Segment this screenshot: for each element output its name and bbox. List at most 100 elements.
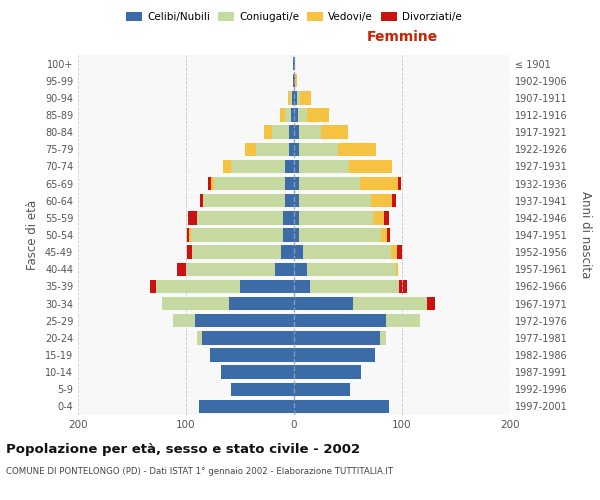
Bar [294,57,295,70]
Bar [173,314,194,328]
Bar [286,108,291,122]
Bar [294,211,299,224]
Bar [294,108,298,122]
Bar [287,91,290,104]
Bar [299,211,373,224]
Bar [294,314,386,328]
Bar [245,142,256,156]
Bar [338,142,376,156]
Bar [156,280,240,293]
Bar [299,228,382,241]
Bar [283,211,294,224]
Bar [290,91,292,104]
Bar [294,246,302,259]
Bar [294,194,299,207]
Bar [291,108,294,122]
Bar [275,262,294,276]
Bar [294,74,295,88]
Bar [178,262,186,276]
Bar [283,228,294,241]
Text: COMUNE DI PONTELONGO (PD) - Dati ISTAT 1° gennaio 2002 - Elaborazione TUTTITALIA: COMUNE DI PONTELONGO (PD) - Dati ISTAT 1… [6,468,393,476]
Y-axis label: Anni di nascita: Anni di nascita [579,192,592,278]
Bar [151,280,156,293]
Legend: Celibi/Nubili, Coniugati/e, Vedovi/e, Divorziati/e: Celibi/Nubili, Coniugati/e, Vedovi/e, Di… [122,8,466,26]
Bar [294,348,375,362]
Bar [294,177,299,190]
Bar [289,142,294,156]
Bar [380,331,386,344]
Bar [294,91,297,104]
Bar [232,382,294,396]
Bar [371,194,392,207]
Bar [294,400,389,413]
Bar [294,160,299,173]
Bar [187,246,193,259]
Bar [297,91,301,104]
Bar [256,142,289,156]
Bar [299,177,360,190]
Bar [211,177,214,190]
Bar [353,297,427,310]
Bar [162,297,229,310]
Bar [398,177,401,190]
Bar [223,160,232,173]
Bar [281,246,294,259]
Bar [391,246,397,259]
Bar [229,297,294,310]
Bar [294,280,310,293]
Bar [191,228,283,241]
Bar [397,246,402,259]
Bar [299,142,338,156]
Bar [360,177,398,190]
Bar [298,108,307,122]
Bar [294,142,299,156]
Bar [210,348,294,362]
Text: Femmine: Femmine [367,30,437,44]
Bar [302,246,391,259]
Bar [294,297,353,310]
Bar [427,297,436,310]
Bar [186,262,275,276]
Bar [197,211,283,224]
Bar [386,314,421,328]
Bar [240,280,294,293]
Bar [280,108,286,122]
Bar [299,126,321,139]
Bar [294,331,380,344]
Bar [293,57,294,70]
Bar [392,194,395,207]
Bar [383,211,389,224]
Bar [214,177,286,190]
Bar [289,126,294,139]
Bar [187,228,189,241]
Bar [294,228,299,241]
Bar [286,177,294,190]
Bar [294,366,361,379]
Bar [382,228,387,241]
Bar [294,382,350,396]
Bar [200,194,203,207]
Bar [203,194,286,207]
Bar [387,228,390,241]
Bar [307,262,395,276]
Bar [272,126,289,139]
Bar [286,194,294,207]
Bar [310,280,399,293]
Bar [292,91,294,104]
Bar [189,228,191,241]
Bar [321,126,348,139]
Bar [373,211,383,224]
Bar [221,366,294,379]
Bar [197,331,202,344]
Bar [294,126,299,139]
Bar [299,160,349,173]
Bar [193,246,281,259]
Text: Popolazione per età, sesso e stato civile - 2002: Popolazione per età, sesso e stato civil… [6,442,360,456]
Bar [232,160,286,173]
Bar [399,280,407,293]
Bar [194,314,294,328]
Bar [208,177,211,190]
Bar [264,126,272,139]
Bar [349,160,392,173]
Bar [293,74,294,88]
